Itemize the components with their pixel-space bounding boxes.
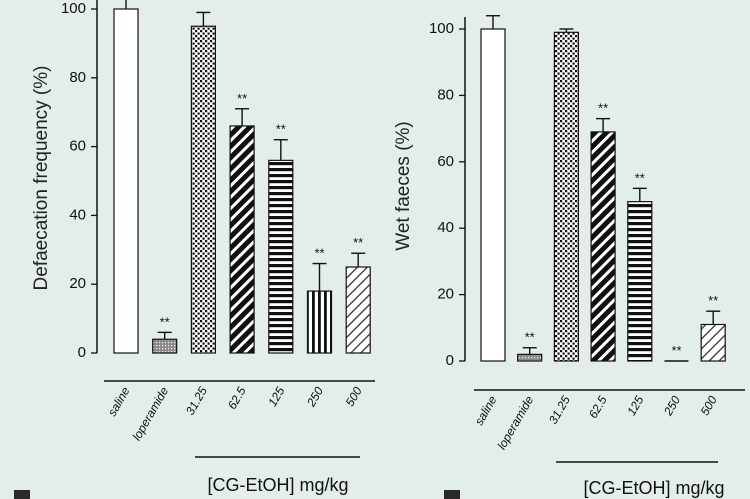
x-tick-label: 125: [624, 393, 646, 418]
y-tick-label: 60: [437, 153, 454, 170]
bar: [345, 266, 371, 354]
significance-label: **: [598, 101, 608, 116]
significance-label: **: [353, 235, 363, 250]
y-axis-label: Wet faeces (%): [393, 121, 414, 251]
y-tick-label: 20: [69, 275, 86, 292]
x-tick-label: 62.5: [586, 393, 610, 421]
group-label: [CG-EtOH] mg/kg: [583, 478, 724, 498]
x-tick-label: 250: [303, 384, 326, 409]
x-tick-label: 31.25: [546, 393, 573, 426]
x-tick-label: 31.25: [183, 384, 210, 417]
x-tick-label: 125: [265, 384, 287, 409]
group-label: [CG-EtOH] mg/kg: [207, 475, 348, 495]
y-tick-label: 100: [429, 20, 454, 37]
bar: [268, 159, 294, 354]
x-tick-label: 500: [343, 384, 365, 409]
x-tick-label: saline: [105, 384, 133, 418]
x-tick-label: loperamide: [129, 384, 171, 443]
bar: [480, 28, 506, 362]
significance-label: **: [708, 293, 718, 308]
bar: [517, 353, 543, 362]
y-tick-label: 40: [437, 219, 454, 236]
significance-label: **: [276, 122, 286, 137]
bar: [553, 31, 580, 362]
bar: [590, 131, 616, 362]
significance-label: **: [237, 91, 247, 106]
x-tick-label: saline: [472, 393, 500, 427]
y-tick-label: 20: [437, 286, 454, 303]
bar: [229, 125, 255, 354]
y-tick-label: 40: [69, 206, 86, 223]
significance-label: **: [635, 170, 645, 185]
bar: [306, 290, 333, 354]
y-tick-label: 100: [61, 0, 86, 17]
bar: [190, 25, 216, 354]
y-tick-label: 80: [437, 86, 454, 103]
significance-label: **: [525, 330, 535, 345]
x-tick-label: loperamide: [494, 393, 536, 452]
bar: [152, 338, 178, 354]
significance-label: **: [671, 343, 681, 358]
significance-label: **: [160, 314, 170, 329]
legend-swatch: [14, 490, 30, 499]
x-tick-label: 500: [698, 393, 720, 418]
bar: [113, 8, 139, 354]
bar: [700, 323, 726, 362]
y-tick-label: 60: [69, 138, 86, 155]
y-tick-label: 0: [446, 352, 454, 369]
y-tick-label: 80: [69, 69, 86, 86]
legend-swatch: [444, 490, 460, 499]
x-tick-label: 62.5: [225, 384, 249, 412]
x-tick-label: 250: [660, 393, 683, 418]
chart-right: Wet faeces (%) 0 20 40 60 80 100 saline ** loper…: [393, 15, 745, 498]
significance-label: **: [314, 246, 324, 261]
bar: [627, 201, 653, 362]
y-tick-label: 0: [78, 344, 86, 361]
y-axis-label: Defaecation frequency (%): [31, 66, 52, 291]
chart-left: Defaecation frequency (%) 0 20 40 60 80 100 sa…: [31, 0, 375, 495]
